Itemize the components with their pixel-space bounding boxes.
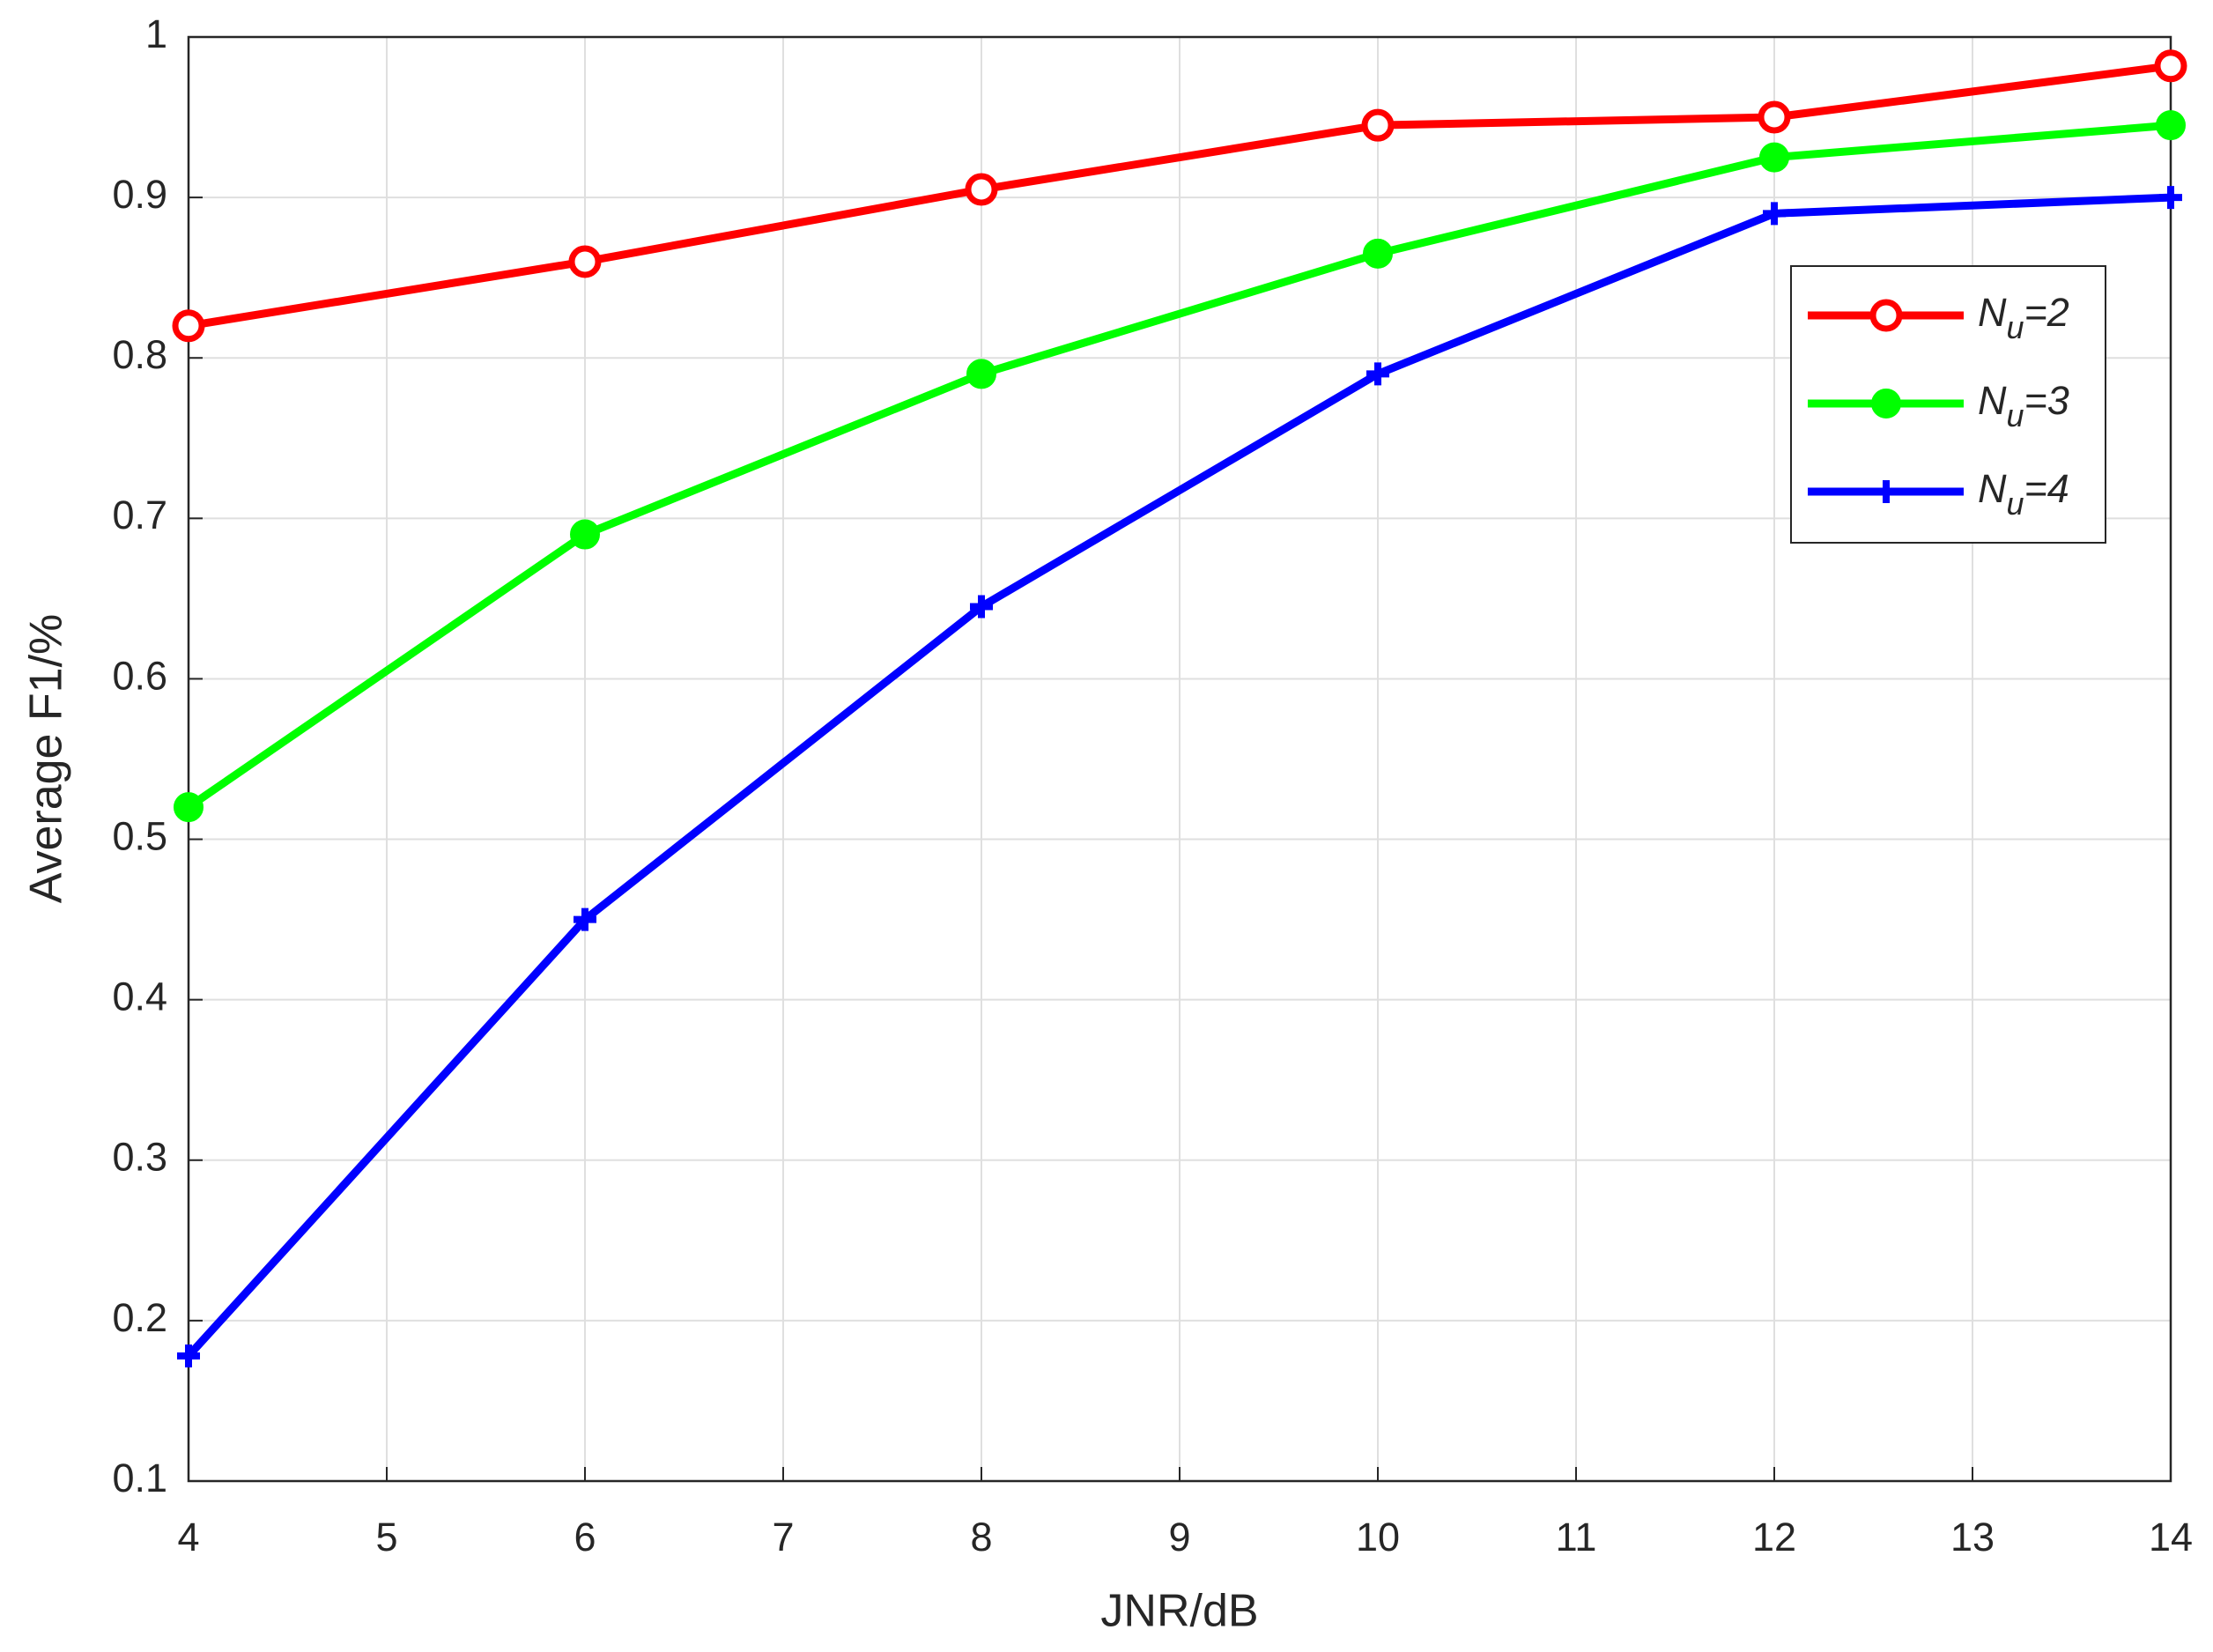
marker — [574, 907, 596, 931]
marker — [172, 309, 205, 343]
marker-shape — [1875, 480, 1898, 503]
marker-shape — [970, 595, 993, 619]
axes-box — [187, 35, 2172, 1483]
y-tick-label: 0.5 — [112, 813, 167, 858]
x-tick-label: 5 — [375, 1515, 397, 1559]
x-tick-label: 4 — [177, 1515, 199, 1559]
y-tick-label: 0.8 — [112, 332, 167, 377]
y-tick-label: 0.9 — [112, 172, 167, 217]
x-tick-label: 13 — [1950, 1515, 1995, 1559]
x-tick-label: 12 — [1752, 1515, 1796, 1559]
marker — [1759, 142, 1789, 173]
marker — [570, 519, 600, 550]
legend-label: Nu=3 — [1978, 378, 2069, 433]
x-tick-label: 10 — [1356, 1515, 1400, 1559]
marker-shape — [1366, 362, 1389, 386]
marker — [2156, 110, 2186, 141]
marker — [568, 245, 602, 278]
series-line — [188, 62, 2172, 330]
marker — [177, 1344, 200, 1367]
marker — [174, 792, 204, 823]
y-tick-label: 1 — [145, 11, 167, 56]
legend-label: Nu=2 — [1978, 290, 2069, 345]
marker — [970, 595, 993, 619]
y-tick-label: 0.4 — [112, 974, 167, 1019]
marker — [2154, 49, 2187, 83]
y-axis-label: Average F1/% — [21, 614, 72, 904]
marker-shape — [1763, 202, 1786, 226]
series-line — [186, 121, 2172, 811]
x-tick-label: 6 — [574, 1515, 596, 1559]
x-tick-label: 8 — [970, 1515, 992, 1559]
marker — [966, 359, 996, 389]
marker-shape — [177, 1344, 200, 1367]
y-tick-label: 0.7 — [112, 493, 167, 537]
x-tick-label: 9 — [1168, 1515, 1190, 1559]
x-tick-label: 14 — [2149, 1515, 2193, 1559]
marker-shape — [574, 907, 596, 931]
marker — [2159, 186, 2182, 210]
y-tick-label: 0.1 — [112, 1456, 167, 1500]
x-tick-label: 11 — [1556, 1515, 1597, 1559]
y-tick-label: 0.2 — [112, 1295, 167, 1340]
marker — [1763, 202, 1786, 226]
marker — [1366, 362, 1389, 386]
x-tick-label: 7 — [772, 1515, 794, 1559]
legend-label: Nu=4 — [1978, 466, 2069, 522]
marker-shape — [2159, 186, 2182, 210]
marker — [1363, 238, 1393, 269]
marker — [1361, 108, 1395, 142]
x-axis-label: JNR/dB — [1100, 1586, 1258, 1637]
y-tick-label: 0.3 — [112, 1135, 167, 1180]
series-line — [185, 193, 2172, 1359]
legend-marker — [1875, 480, 1898, 503]
y-tick-label: 0.6 — [112, 653, 167, 698]
legend-marker — [1871, 389, 1901, 419]
marker — [965, 173, 998, 206]
legend-marker — [1869, 299, 1903, 332]
marker — [1758, 100, 1791, 134]
